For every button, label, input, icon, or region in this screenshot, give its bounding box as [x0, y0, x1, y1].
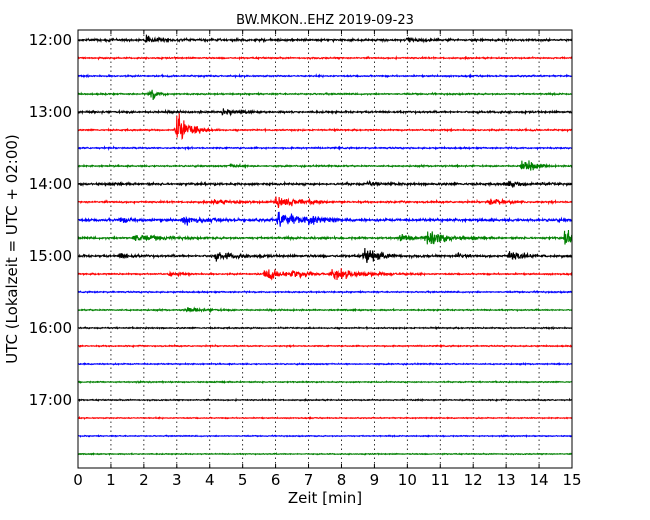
x-tick-label: 5: [238, 471, 248, 489]
trace-1400: [77, 179, 573, 188]
y-tick-label: 15:00: [29, 247, 72, 265]
x-tick-label: 15: [562, 471, 581, 489]
x-tick-label: 3: [172, 471, 182, 489]
y-tick-label: 17:00: [29, 391, 72, 409]
chart-title: BW.MKON..EHZ 2019-09-23: [236, 13, 414, 28]
x-axis: 0 1 2 3 4 5 6 7 8 9 10 11 12 13 14 15: [73, 30, 582, 489]
x-tick-label: 0: [73, 471, 83, 489]
y-tick-label: 12:00: [29, 31, 72, 49]
trace-1415: [77, 196, 573, 209]
y-axis: 12:00 13:00 14:00 15:00 16:00 17:00: [29, 31, 572, 409]
x-tick-label: 12: [464, 471, 483, 489]
trace-1545: [77, 306, 573, 314]
grid-lines: [110, 30, 540, 468]
x-tick-label: 4: [205, 471, 215, 489]
x-tick-label: 13: [497, 471, 516, 489]
y-tick-label: 14:00: [29, 175, 72, 193]
trace-1530: [77, 289, 573, 295]
x-axis-label: Zeit [min]: [288, 489, 362, 507]
trace-1245: [77, 89, 573, 101]
trace-1700: [77, 397, 573, 403]
trace-1515: [77, 268, 573, 281]
x-tick-label: 14: [530, 471, 549, 489]
trace-1600: [77, 325, 573, 331]
trace-1645: [77, 379, 573, 385]
x-tick-label: 11: [431, 471, 450, 489]
x-tick-label: 1: [106, 471, 116, 489]
trace-1345: [77, 160, 573, 171]
x-tick-label: 6: [271, 471, 281, 489]
trace-1430: [77, 211, 573, 227]
y-tick-label: 16:00: [29, 319, 72, 337]
trace-1730: [77, 434, 573, 439]
x-tick-label: 9: [370, 471, 380, 489]
trace-1330: [77, 145, 573, 152]
trace-1615: [77, 343, 573, 349]
x-tick-label: 8: [337, 471, 347, 489]
trace-1715: [77, 415, 573, 421]
trace-1445: [77, 229, 573, 245]
x-tick-label: 2: [139, 471, 149, 489]
trace-1315: [77, 113, 573, 140]
y-tick-label: 13:00: [29, 103, 72, 121]
x-tick-label: 7: [304, 471, 314, 489]
trace-1230: [77, 72, 573, 79]
x-tick-label: 10: [398, 471, 417, 489]
trace-1200: [77, 34, 573, 44]
trace-1500: [77, 247, 573, 264]
trace-1300: [77, 108, 573, 117]
trace-1630: [77, 361, 573, 367]
trace-1745: [77, 452, 573, 456]
y-axis-label: UTC (Lokalzeit = UTC + 02:00): [3, 134, 21, 364]
trace-1215: [77, 55, 573, 61]
plot-frame: [77, 29, 573, 469]
trace-group: [77, 34, 573, 456]
